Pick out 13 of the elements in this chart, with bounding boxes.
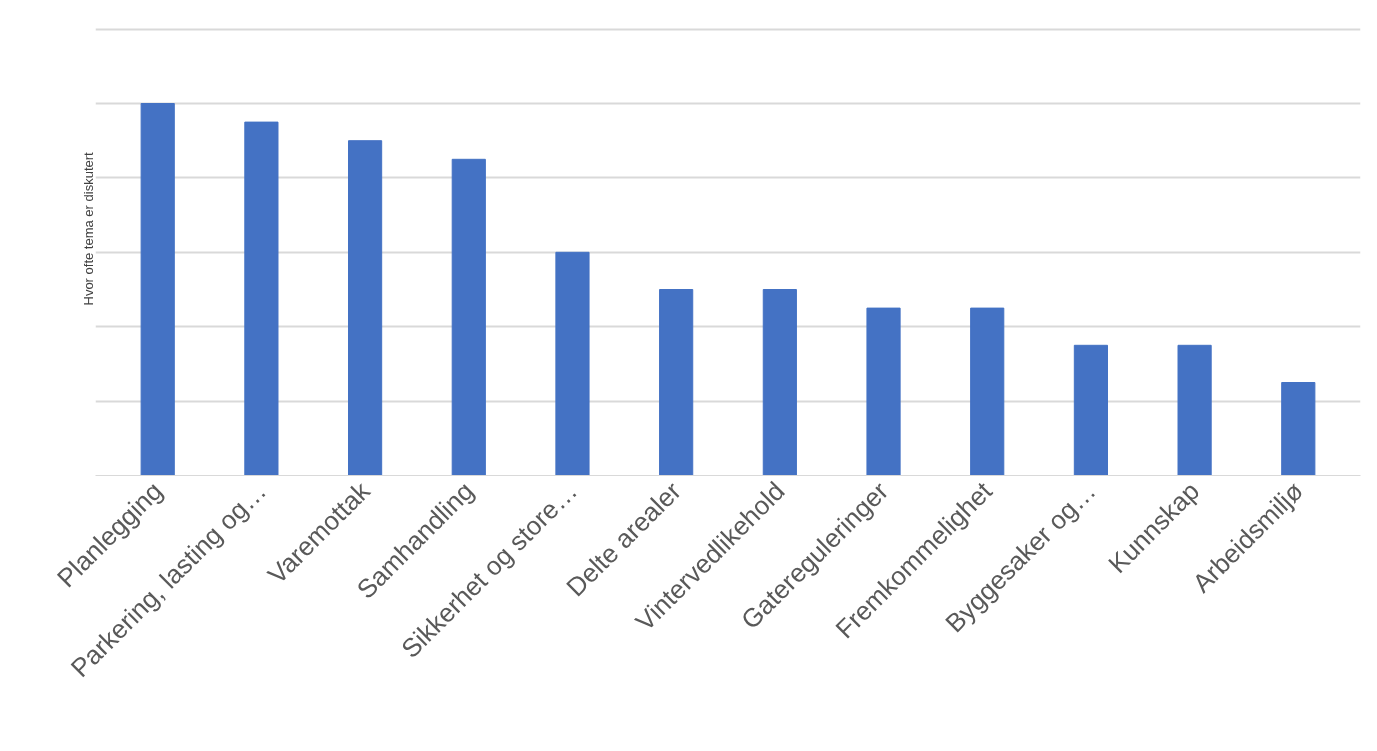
bar [762, 289, 797, 476]
bar [1281, 382, 1316, 476]
bar [555, 251, 590, 476]
bar [1073, 344, 1108, 476]
bar [140, 103, 175, 476]
bar [866, 307, 901, 476]
y-axis-title: Hvor ofte tema er diskutert [80, 151, 96, 306]
bar [348, 140, 383, 476]
bar [970, 307, 1005, 476]
bar [659, 289, 694, 476]
bar [451, 158, 486, 476]
bar [1177, 344, 1212, 476]
bar [244, 121, 279, 476]
